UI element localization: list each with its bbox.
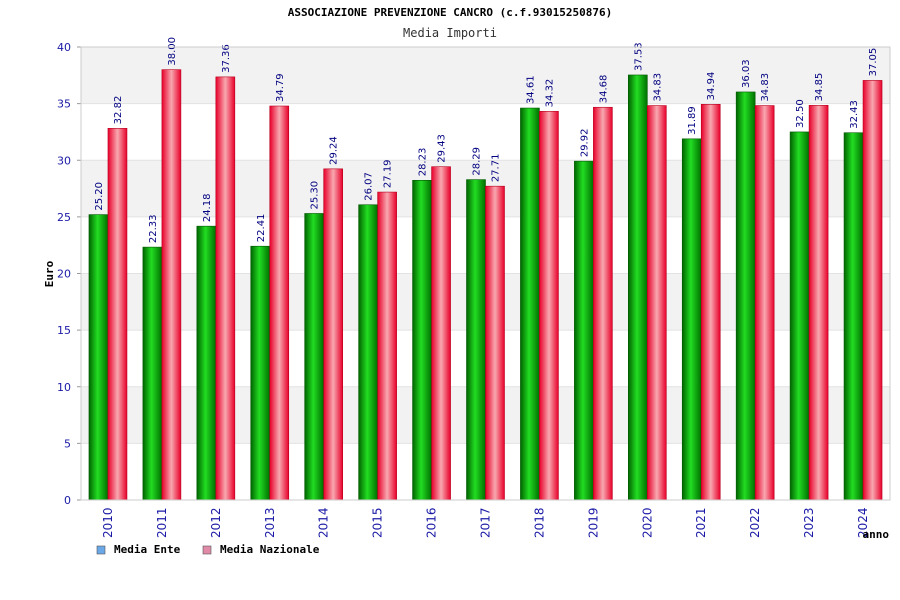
data-label: 37.53 [633, 42, 644, 71]
bar-nazionale [431, 166, 451, 501]
bar-nazionale [485, 185, 505, 501]
bar-ente [250, 245, 271, 501]
data-label: 29.24 [329, 136, 340, 165]
bar-ente [88, 214, 109, 501]
x-tick-label: 2022 [748, 507, 762, 538]
x-tick-label: 2024 [856, 507, 870, 538]
chart-subtitle: Media Importi [403, 26, 497, 40]
plot-frame [80, 46, 891, 501]
y-tick-label: 30 [57, 154, 71, 167]
bars [88, 69, 883, 501]
x-tick-label: 2015 [371, 507, 385, 538]
data-label: 27.71 [491, 154, 502, 183]
legend-label: Media Ente [114, 543, 181, 556]
y-tick-label: 15 [57, 324, 71, 337]
bar-nazionale [646, 105, 667, 501]
bar-ente [358, 204, 378, 501]
x-tick-label: 2011 [155, 507, 169, 538]
x-tick-label: 2019 [586, 507, 600, 538]
x-tick-label: 2023 [802, 507, 816, 538]
x-tick-label: 2018 [532, 507, 546, 538]
data-label: 37.05 [868, 48, 879, 77]
bar-nazionale [269, 105, 290, 501]
data-label: 34.83 [652, 73, 663, 102]
bar-ente [520, 107, 540, 501]
axes: 0 5 10 15 20 25 30 35 40 2010 2011 2012 2013 2014 2015… [57, 41, 891, 538]
x-axis-label: anno [863, 528, 890, 541]
data-label: 36.03 [741, 59, 752, 88]
data-label: 22.33 [148, 214, 159, 243]
bar-nazionale [323, 168, 344, 501]
y-tick-label: 20 [57, 268, 71, 281]
bar-nazionale [539, 111, 559, 501]
bar-nazionale [107, 128, 128, 501]
data-label: 29.43 [437, 134, 448, 163]
bar-ente [627, 74, 648, 501]
data-label: 24.18 [202, 194, 213, 223]
x-tick-label: 2013 [263, 507, 277, 538]
y-tick-label: 10 [57, 381, 71, 394]
data-label: 25.30 [310, 181, 321, 210]
y-tick-label: 5 [64, 437, 71, 450]
y-tick-label: 0 [64, 494, 71, 507]
data-label: 31.89 [687, 106, 698, 135]
bar-nazionale [808, 105, 829, 501]
bar-nazionale [215, 76, 236, 501]
y-axis-label: Euro [43, 260, 56, 287]
legend-swatch [202, 545, 212, 555]
bar-ente [304, 213, 325, 501]
bar-ente [735, 91, 756, 501]
legend-swatch [96, 545, 106, 555]
data-label: 34.83 [760, 73, 771, 102]
x-tick-label: 2016 [425, 507, 439, 538]
bar-ente [142, 246, 163, 501]
bar-nazionale [754, 105, 775, 501]
data-label: 25.20 [94, 182, 105, 211]
bar-nazionale [377, 191, 397, 501]
x-tick-label: 2020 [640, 507, 654, 538]
x-tick-label: 2010 [101, 507, 115, 538]
bar-ente [574, 160, 594, 501]
data-label: 26.07 [364, 172, 375, 201]
data-label: 32.50 [795, 99, 806, 128]
chart-title: ASSOCIAZIONE PREVENZIONE CANCRO (c.f.930… [288, 6, 613, 19]
data-label: 34.68 [598, 75, 609, 104]
x-tick-label: 2017 [479, 507, 493, 538]
bar-ente [843, 132, 864, 501]
data-label: 32.43 [849, 100, 860, 129]
data-label: 34.32 [544, 79, 555, 108]
data-label: 34.61 [525, 75, 536, 104]
data-label: 28.23 [418, 148, 429, 177]
data-label: 29.92 [579, 129, 590, 158]
legend: Media Ente Media Nazionale [96, 543, 320, 556]
bar-nazionale [161, 69, 182, 501]
data-label: 22.41 [256, 214, 267, 243]
legend-label: Media Nazionale [220, 543, 320, 556]
data-labels: 25.20 32.82 22.33 38.00 24.18 37.36 22.41 34.79… [94, 37, 879, 243]
bar-nazionale [593, 106, 613, 501]
x-tick-label: 2021 [694, 507, 708, 538]
bar-ente [681, 138, 702, 501]
bar-nazionale [700, 104, 721, 501]
bar-ente [466, 179, 486, 501]
data-label: 34.85 [814, 73, 825, 102]
data-label: 37.36 [221, 44, 232, 73]
data-label: 34.94 [706, 72, 717, 101]
bar-nazionale [862, 80, 883, 501]
data-label: 28.29 [472, 147, 483, 176]
bar-ente [196, 225, 217, 501]
y-tick-label: 25 [57, 211, 71, 224]
x-tick-label: 2012 [209, 507, 223, 538]
data-label: 38.00 [167, 37, 178, 66]
x-tick-label: 2014 [317, 507, 331, 538]
bar-ente [789, 131, 810, 501]
data-label: 32.82 [113, 96, 124, 125]
data-label: 34.79 [275, 73, 286, 102]
data-label: 27.19 [383, 159, 394, 188]
bar-ente [412, 179, 432, 501]
y-tick-label: 40 [57, 41, 71, 54]
y-tick-label: 35 [57, 98, 71, 111]
